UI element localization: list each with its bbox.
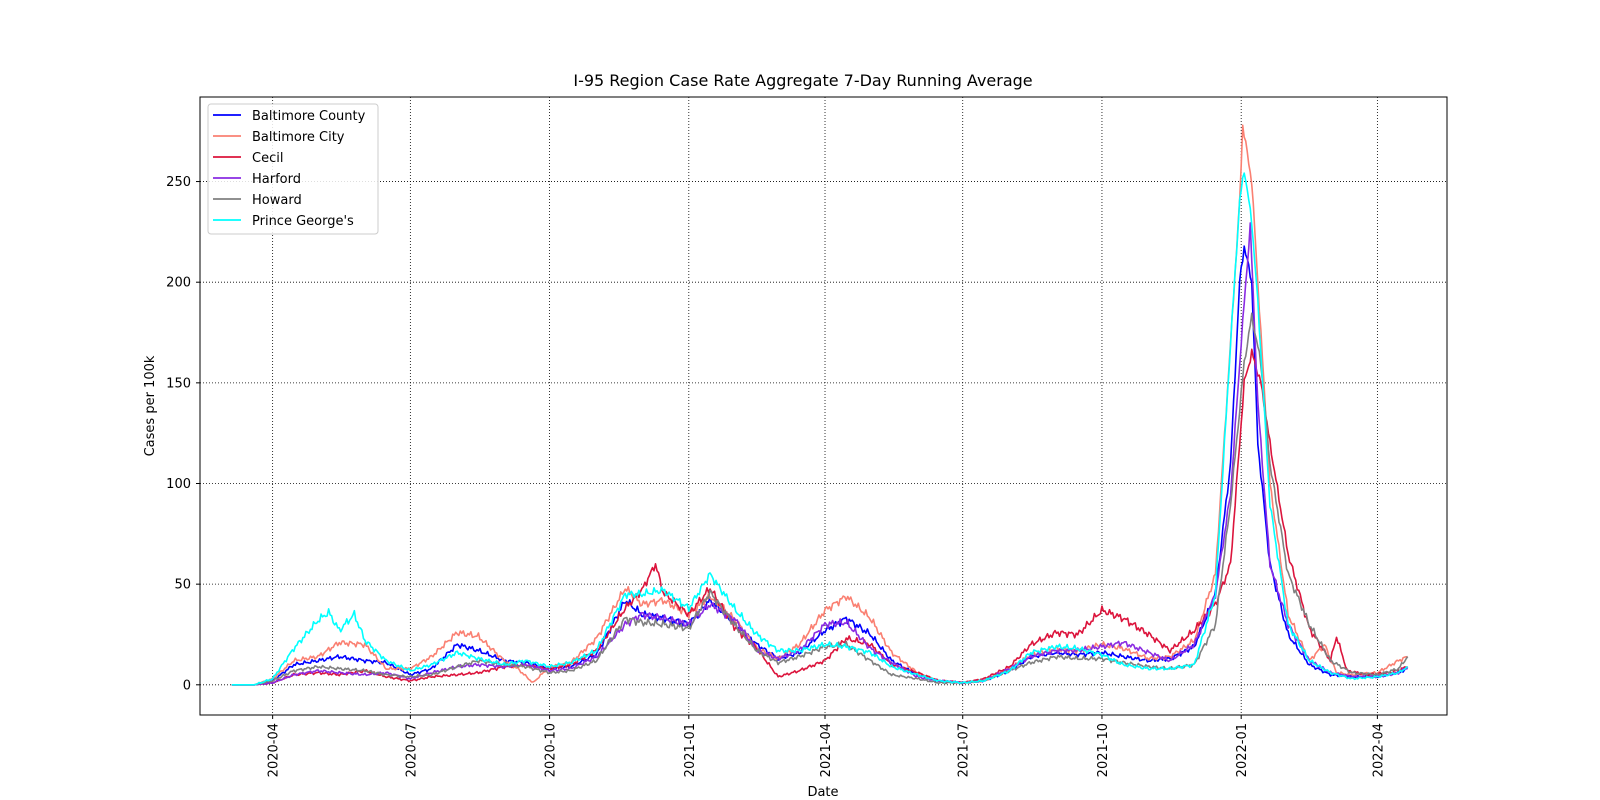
plot-area-frame [199,96,1448,716]
x-axis: 2020-04 2020-07 2020-10 2021-01 2021-04 2021-… [267,715,1386,777]
series-lines [231,124,1409,686]
legend-label: Cecil [252,151,283,166]
series-line-harford [231,222,1409,686]
x-axis-title: Date [807,785,838,800]
x-tick-label: 2021-07 [957,723,972,777]
y-tick-label: 0 [183,678,191,693]
chart-title: I-95 Region Case Rate Aggregate 7-Day Ru… [573,71,1032,90]
y-tick-label: 250 [166,175,191,190]
x-tick-label: 2020-04 [267,723,282,777]
legend-label: Prince George's [252,214,354,229]
x-tick-label: 2022-01 [1235,723,1250,777]
x-tick-label: 2020-10 [544,723,559,777]
y-tick-label: 200 [166,276,191,291]
grid [200,97,1447,715]
legend: Baltimore County Baltimore City Cecil Harfo… [207,103,379,235]
series-line-baltimore-county [231,245,1408,686]
x-tick-label: 2020-07 [404,723,419,777]
y-tick-label: 100 [166,477,191,492]
x-tick-label: 2022-04 [1371,723,1386,777]
legend-label: Baltimore City [252,130,345,145]
y-tick-label: 50 [174,578,191,593]
y-axis: 0 50 100 150 200 250 [166,175,200,693]
legend-label: Harford [252,172,301,187]
legend-box [207,103,379,235]
y-axis-title: Cases per 100k [143,355,158,456]
legend-label: Howard [252,193,302,208]
y-tick-label: 150 [166,376,191,391]
x-tick-label: 2021-04 [819,723,834,777]
x-tick-label: 2021-01 [683,723,698,777]
x-tick-label: 2021-10 [1096,723,1111,777]
series-line-baltimore-city [231,124,1408,686]
series-line-howard [231,312,1409,686]
legend-label: Baltimore County [252,109,366,124]
series-line-prince-george-s [231,172,1409,686]
